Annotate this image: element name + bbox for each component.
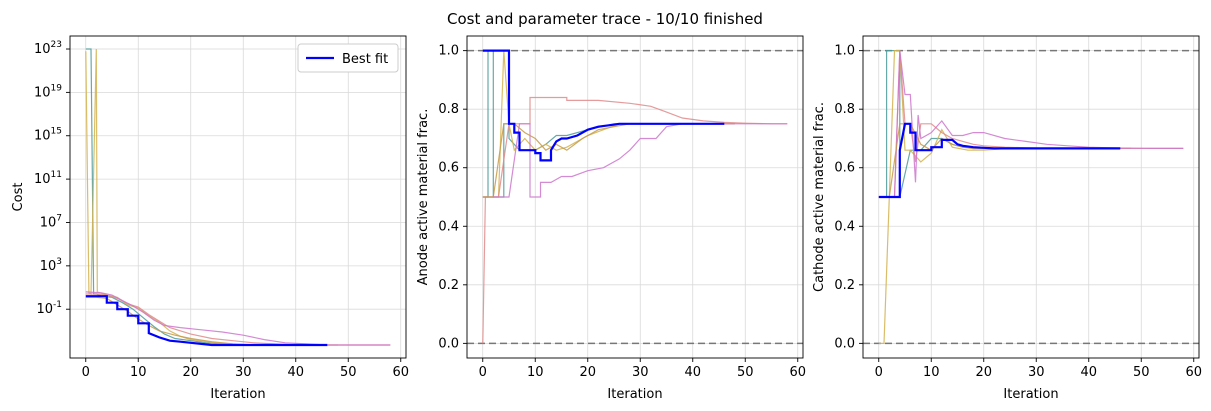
x-tick-label: 30	[235, 365, 252, 380]
grid	[863, 36, 1199, 358]
x-tick-label: 50	[340, 365, 357, 380]
y-tick-base: 10	[34, 42, 51, 57]
x-tick-label: 30	[632, 365, 649, 380]
y-tick-label: 0.8	[834, 102, 855, 117]
figure-suptitle: Cost and parameter trace - 10/10 finishe…	[447, 10, 763, 28]
trace-line	[85, 293, 391, 346]
axes-frame	[69, 35, 407, 359]
x-tick-label: 20	[975, 365, 992, 380]
x-tick-label: 60	[1185, 365, 1202, 380]
x-tick-label: 0	[479, 365, 487, 380]
y-tick-exponent: 15	[51, 127, 62, 137]
x-tick-label: 40	[1080, 365, 1097, 380]
best-fit-line	[482, 49, 725, 162]
x-tick-label: 10	[923, 365, 940, 380]
x-tick-label: 60	[789, 365, 806, 380]
y-tick-exponent: 23	[51, 40, 62, 50]
y-tick-base: 10	[40, 259, 57, 274]
x-tick-label: 50	[1133, 365, 1150, 380]
trace-line	[878, 50, 1184, 198]
x-tick-label: 0	[875, 365, 883, 380]
trace-line	[878, 49, 1131, 344]
y-tick-label: 1015	[34, 127, 62, 144]
y-axis-label: Anode active material frac.	[416, 109, 431, 286]
y-tick-label: 103	[40, 257, 62, 274]
y-tick-base: 10	[34, 129, 51, 144]
y-tick-label: 1.0	[834, 44, 855, 59]
y-tick-label: 0.2	[438, 278, 459, 293]
axes-frame	[466, 35, 804, 359]
x-tick-label: 10	[130, 365, 147, 380]
y-axis-label: Cost	[11, 183, 26, 212]
y-tick-label: 1023	[34, 40, 62, 57]
y-tick-label: 0.6	[438, 161, 459, 176]
y-tick-label: 107	[40, 213, 62, 230]
x-axis-label: Iteration	[210, 387, 265, 402]
y-tick-exponent: 19	[51, 83, 63, 93]
x-tick-label: 40	[287, 365, 304, 380]
grid	[467, 36, 803, 358]
legend-box	[297, 43, 399, 73]
y-tick-base: 10	[34, 85, 51, 100]
best-fit-line	[85, 295, 328, 347]
y-tick-label: 0.0	[834, 336, 855, 351]
plot-area	[467, 49, 803, 345]
y-tick-label: 0.4	[834, 219, 855, 234]
plot-area	[85, 48, 391, 347]
x-tick-label: 20	[182, 365, 199, 380]
y-tick-exponent: -1	[53, 300, 62, 310]
y-tick-label: 1.0	[438, 44, 459, 59]
axes-frame	[862, 35, 1200, 359]
y-tick-label: 0.4	[438, 219, 459, 234]
cathode-panel: 0 10 20 30 40 50 60 0.0 0.2 0.4 0.6 0.8 1.0 Iteration…	[812, 35, 1202, 402]
x-tick-label: 40	[684, 365, 701, 380]
trace-line	[85, 296, 317, 346]
trace-line	[482, 96, 788, 344]
y-tick-label: 1019	[34, 83, 62, 100]
y-tick-base: 10	[34, 172, 51, 187]
anode-panel: 0 10 20 30 40 50 60 0.0 0.2 0.4 0.6 0.8 1.0 Iteration…	[416, 35, 806, 402]
y-tick-label: 0.6	[834, 161, 855, 176]
trace-line	[878, 50, 1184, 198]
cost-panel: 0 10 20 30 40 50 6010-11031071011101510191023I…	[11, 35, 409, 402]
y-tick-label: 0.2	[834, 278, 855, 293]
best-fit-line	[878, 122, 1121, 199]
x-tick-label: 50	[737, 365, 754, 380]
legend-label: Best fit	[342, 52, 388, 67]
x-axis-label: Iteration	[1003, 387, 1058, 402]
y-tick-label: 0.0	[438, 336, 459, 351]
y-tick-label: 10-1	[36, 300, 62, 317]
trace-line	[878, 49, 1131, 198]
y-axis-label: Cathode active material frac.	[812, 102, 827, 292]
y-tick-label: 0.8	[438, 102, 459, 117]
y-tick-base: 10	[36, 302, 53, 317]
x-axis-label: Iteration	[607, 387, 662, 402]
x-tick-label: 0	[82, 365, 90, 380]
plot-area	[863, 49, 1199, 345]
x-tick-label: 30	[1028, 365, 1045, 380]
x-tick-label: 20	[579, 365, 596, 380]
y-tick-label: 1011	[34, 170, 62, 187]
y-tick-base: 10	[40, 215, 57, 230]
y-tick-exponent: 7	[56, 213, 62, 223]
trace-line	[878, 123, 1110, 198]
x-tick-label: 10	[527, 365, 544, 380]
x-tick-label: 60	[392, 365, 409, 380]
legend: Best fit	[297, 43, 399, 73]
y-tick-exponent: 11	[51, 170, 62, 180]
trace-line	[85, 291, 391, 346]
y-tick-exponent: 3	[56, 257, 62, 267]
